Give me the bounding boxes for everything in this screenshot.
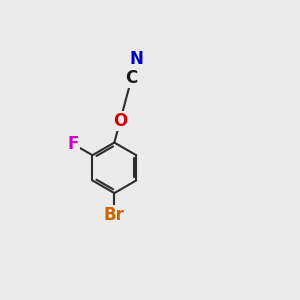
Text: Br: Br [104,206,125,224]
Text: O: O [113,112,127,130]
Text: N: N [130,50,144,68]
Text: F: F [68,135,79,153]
Text: C: C [125,69,138,87]
